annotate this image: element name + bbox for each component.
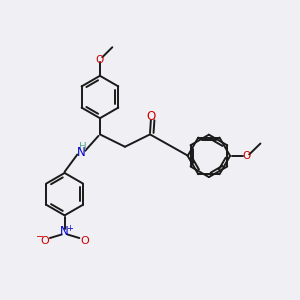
Text: O: O <box>40 236 49 246</box>
Text: O: O <box>147 110 156 123</box>
Text: N: N <box>60 225 69 238</box>
Text: +: + <box>67 224 73 232</box>
Text: O: O <box>242 151 250 161</box>
Text: O: O <box>96 55 104 64</box>
Text: N: N <box>76 146 85 159</box>
Text: O: O <box>80 236 89 246</box>
Text: −: − <box>36 232 44 242</box>
Text: H: H <box>79 142 87 152</box>
